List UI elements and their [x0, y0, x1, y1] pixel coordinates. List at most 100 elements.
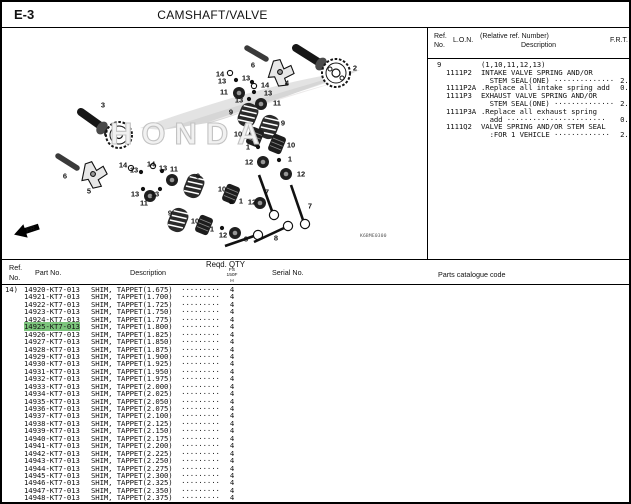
row-part-no[interactable]: 14945-KT7-013	[24, 470, 80, 480]
row-part-no[interactable]: 14924-KT7-013	[24, 314, 80, 324]
row-part-no[interactable]: 14929-KT7-013	[24, 351, 80, 361]
diagram-callout-8[interactable]: 8	[273, 233, 279, 243]
diagram-callout-12[interactable]: 12	[296, 169, 306, 179]
diagram-callout-10[interactable]: 10	[233, 129, 243, 139]
diagram-callout-8[interactable]: 8	[243, 234, 249, 244]
diagram-callout-6[interactable]: 6	[62, 171, 68, 181]
diagram-callout-10[interactable]: 10	[286, 140, 296, 150]
row-part-no[interactable]: 14926-KT7-013	[24, 329, 80, 339]
table-row[interactable]: 14946-KT7-013 SHIM, TAPPET(2.325) ·······…	[2, 478, 629, 488]
table-row[interactable]: 14937-KT7-013 SHIM, TAPPET(2.100) ·······…	[2, 411, 629, 421]
diagram-callout-12[interactable]: 12	[218, 230, 228, 240]
diagram-callout-13[interactable]: 13	[158, 163, 168, 173]
table-row[interactable]: 14930-KT7-013 SHIM, TAPPET(1.925) ·······…	[2, 359, 629, 369]
row-part-no[interactable]: 14928-KT7-013	[24, 344, 80, 354]
table-row[interactable]: 14943-KT7-013 SHIM, TAPPET(2.250) ·······…	[2, 456, 629, 466]
diagram-callout-14[interactable]: 14	[146, 159, 156, 169]
row-part-no[interactable]: 14931-KT7-013	[24, 366, 80, 376]
diagram-callout-11[interactable]: 11	[220, 87, 228, 97]
table-row[interactable]: 14936-KT7-013 SHIM, TAPPET(2.075) ·······…	[2, 404, 629, 413]
diagram-callout-1[interactable]: 1	[287, 154, 293, 164]
row-part-no[interactable]: 14930-KT7-013	[24, 359, 80, 369]
row-part-no[interactable]: 14948-KT7-013	[24, 493, 80, 503]
diagram-callout-7[interactable]: 7	[264, 187, 270, 197]
diagram-callout-12[interactable]: 12	[247, 197, 257, 207]
table-row[interactable]: 14924-KT7-013 SHIM, TAPPET(1.775) ·······…	[2, 314, 629, 324]
row-part-no[interactable]: 14935-KT7-013	[24, 396, 80, 406]
table-row[interactable]: 14923-KT7-013 SHIM, TAPPET(1.750) ·······…	[2, 307, 629, 317]
row-part-no[interactable]: 14925-KT7-013	[24, 322, 80, 332]
row-part-no[interactable]: 14946-KT7-013	[24, 478, 80, 488]
table-row[interactable]: 14947-KT7-013 SHIM, TAPPET(2.350) ·······…	[2, 485, 629, 495]
diagram-callout-9[interactable]: 9	[195, 171, 201, 181]
diagram-callout-14[interactable]: 14	[215, 69, 225, 79]
table-row[interactable]: 14939-KT7-013 SHIM, TAPPET(2.150) ·······…	[2, 426, 629, 436]
table-row[interactable]: 14941-KT7-013 SHIM, TAPPET(2.200) ·······…	[2, 441, 629, 451]
diagram-callout-1[interactable]: 1	[238, 196, 244, 206]
row-part-no[interactable]: 14932-KT7-013	[24, 374, 80, 384]
table-row[interactable]: 14926-KT7-013 SHIM, TAPPET(1.825) ·······…	[2, 329, 629, 339]
table-row[interactable]: 14932-KT7-013 SHIM, TAPPET(1.975) ·······…	[2, 374, 629, 384]
diagram-callout-11[interactable]: 11	[273, 98, 281, 108]
table-row[interactable]: 14948-KT7-013 SHIM, TAPPET(2.375) ·······…	[2, 493, 629, 503]
row-part-no[interactable]: 14937-KT7-013	[24, 411, 80, 421]
table-row[interactable]: 14921-KT7-013 SHIM, TAPPET(1.700) ·······…	[2, 292, 629, 302]
row-part-no[interactable]: 14942-KT7-013	[24, 448, 80, 458]
diagram-callout-5[interactable]: 5	[86, 186, 92, 196]
row-part-no[interactable]: 14921-KT7-013	[24, 292, 80, 302]
diagram-callout-9[interactable]: 9	[228, 107, 234, 117]
table-row[interactable]: 14927-KT7-013 SHIM, TAPPET(1.850) ·······…	[2, 337, 629, 347]
diagram-callout-11[interactable]: 11	[170, 164, 178, 174]
table-row[interactable]: 14922-KT7-013 SHIM, TAPPET(1.725) ·······…	[2, 299, 629, 309]
table-row[interactable]: 14942-KT7-013 SHIM, TAPPET(2.225) ·······…	[2, 448, 629, 458]
diagram-callout-13[interactable]: 13	[130, 189, 140, 199]
diagram-callout-11[interactable]: 11	[140, 198, 148, 208]
row-part-no[interactable]: 14940-KT7-013	[24, 433, 80, 443]
table-row[interactable]: 14933-KT7-013 SHIM, TAPPET(2.000) ·······…	[2, 381, 629, 391]
table-row[interactable]: 14931-KT7-013 SHIM, TAPPET(1.950) ·······…	[2, 366, 629, 376]
row-part-no[interactable]: 14934-KT7-013	[24, 389, 80, 399]
row-part-no[interactable]: 14944-KT7-013	[24, 463, 80, 473]
row-part-no[interactable]: 14939-KT7-013	[24, 426, 80, 436]
diagram-callout-3[interactable]: 3	[100, 100, 106, 110]
row-part-no[interactable]: 14923-KT7-013	[24, 307, 80, 317]
diagram-callout-9[interactable]: 9	[167, 208, 173, 218]
diagram-callout-10[interactable]: 10	[217, 184, 227, 194]
diagram-callout-14[interactable]: 14	[118, 160, 128, 170]
row-part-no[interactable]: 14922-KT7-013	[24, 299, 80, 309]
diagram-callout-2[interactable]: 2	[352, 63, 358, 73]
row-part-no[interactable]: 14943-KT7-013	[24, 456, 80, 466]
table-row[interactable]: 14944-KT7-013 SHIM, TAPPET(2.275) ·······…	[2, 463, 629, 473]
diagram-callout-13[interactable]: 13	[217, 76, 227, 86]
table-row[interactable]: 14935-KT7-013 SHIM, TAPPET(2.050) ·······…	[2, 396, 629, 406]
table-row[interactable]: 14940-KT7-013 SHIM, TAPPET(2.175) ·······…	[2, 433, 629, 443]
diagram-callout-13[interactable]: 13	[129, 165, 139, 175]
row-part-no[interactable]: 14941-KT7-013	[24, 441, 80, 451]
diagram-callout-1[interactable]: 1	[245, 142, 251, 152]
table-row[interactable]: 14) 14920-KT7-013 SHIM, TAPPET(1.675) ····…	[2, 285, 629, 294]
diagram-callout-13[interactable]: 13	[234, 95, 244, 105]
table-row[interactable]: 14925-KT7-013 SHIM, TAPPET(1.800) ·······…	[2, 322, 629, 332]
diagram-callout-7[interactable]: 7	[307, 201, 313, 211]
diagram-callout-13[interactable]: 13	[150, 189, 160, 199]
diagram-callout-12[interactable]: 12	[244, 157, 254, 167]
diagram-callout-13[interactable]: 13	[263, 88, 273, 98]
diagram-callout-10[interactable]: 10	[190, 216, 200, 226]
row-part-no[interactable]: 14920-KT7-013	[24, 285, 80, 294]
table-row[interactable]: 14928-KT7-013 SHIM, TAPPET(1.875) ·······…	[2, 344, 629, 354]
diagram-callout-1[interactable]: 1	[209, 224, 215, 234]
row-part-no[interactable]: 14947-KT7-013	[24, 485, 80, 495]
diagram-callout-6[interactable]: 6	[250, 60, 256, 70]
diagram-callout-9[interactable]: 9	[280, 118, 286, 128]
diagram-callout-14[interactable]: 14	[260, 80, 270, 90]
diagram-callout-13[interactable]: 13	[241, 73, 251, 83]
diagram-callout-4[interactable]: 4	[284, 78, 290, 88]
table-row[interactable]: 14938-KT7-013 SHIM, TAPPET(2.125) ·······…	[2, 418, 629, 428]
row-part-no[interactable]: 14927-KT7-013	[24, 337, 80, 347]
table-row[interactable]: 14945-KT7-013 SHIM, TAPPET(2.300) ·······…	[2, 470, 629, 480]
table-row[interactable]: 14934-KT7-013 SHIM, TAPPET(2.025) ·······…	[2, 389, 629, 399]
row-part-no[interactable]: 14938-KT7-013	[24, 418, 80, 428]
row-part-no[interactable]: 14933-KT7-013	[24, 381, 80, 391]
row-part-no[interactable]: 14936-KT7-013	[24, 404, 80, 413]
table-row[interactable]: 14929-KT7-013 SHIM, TAPPET(1.900) ·······…	[2, 351, 629, 361]
